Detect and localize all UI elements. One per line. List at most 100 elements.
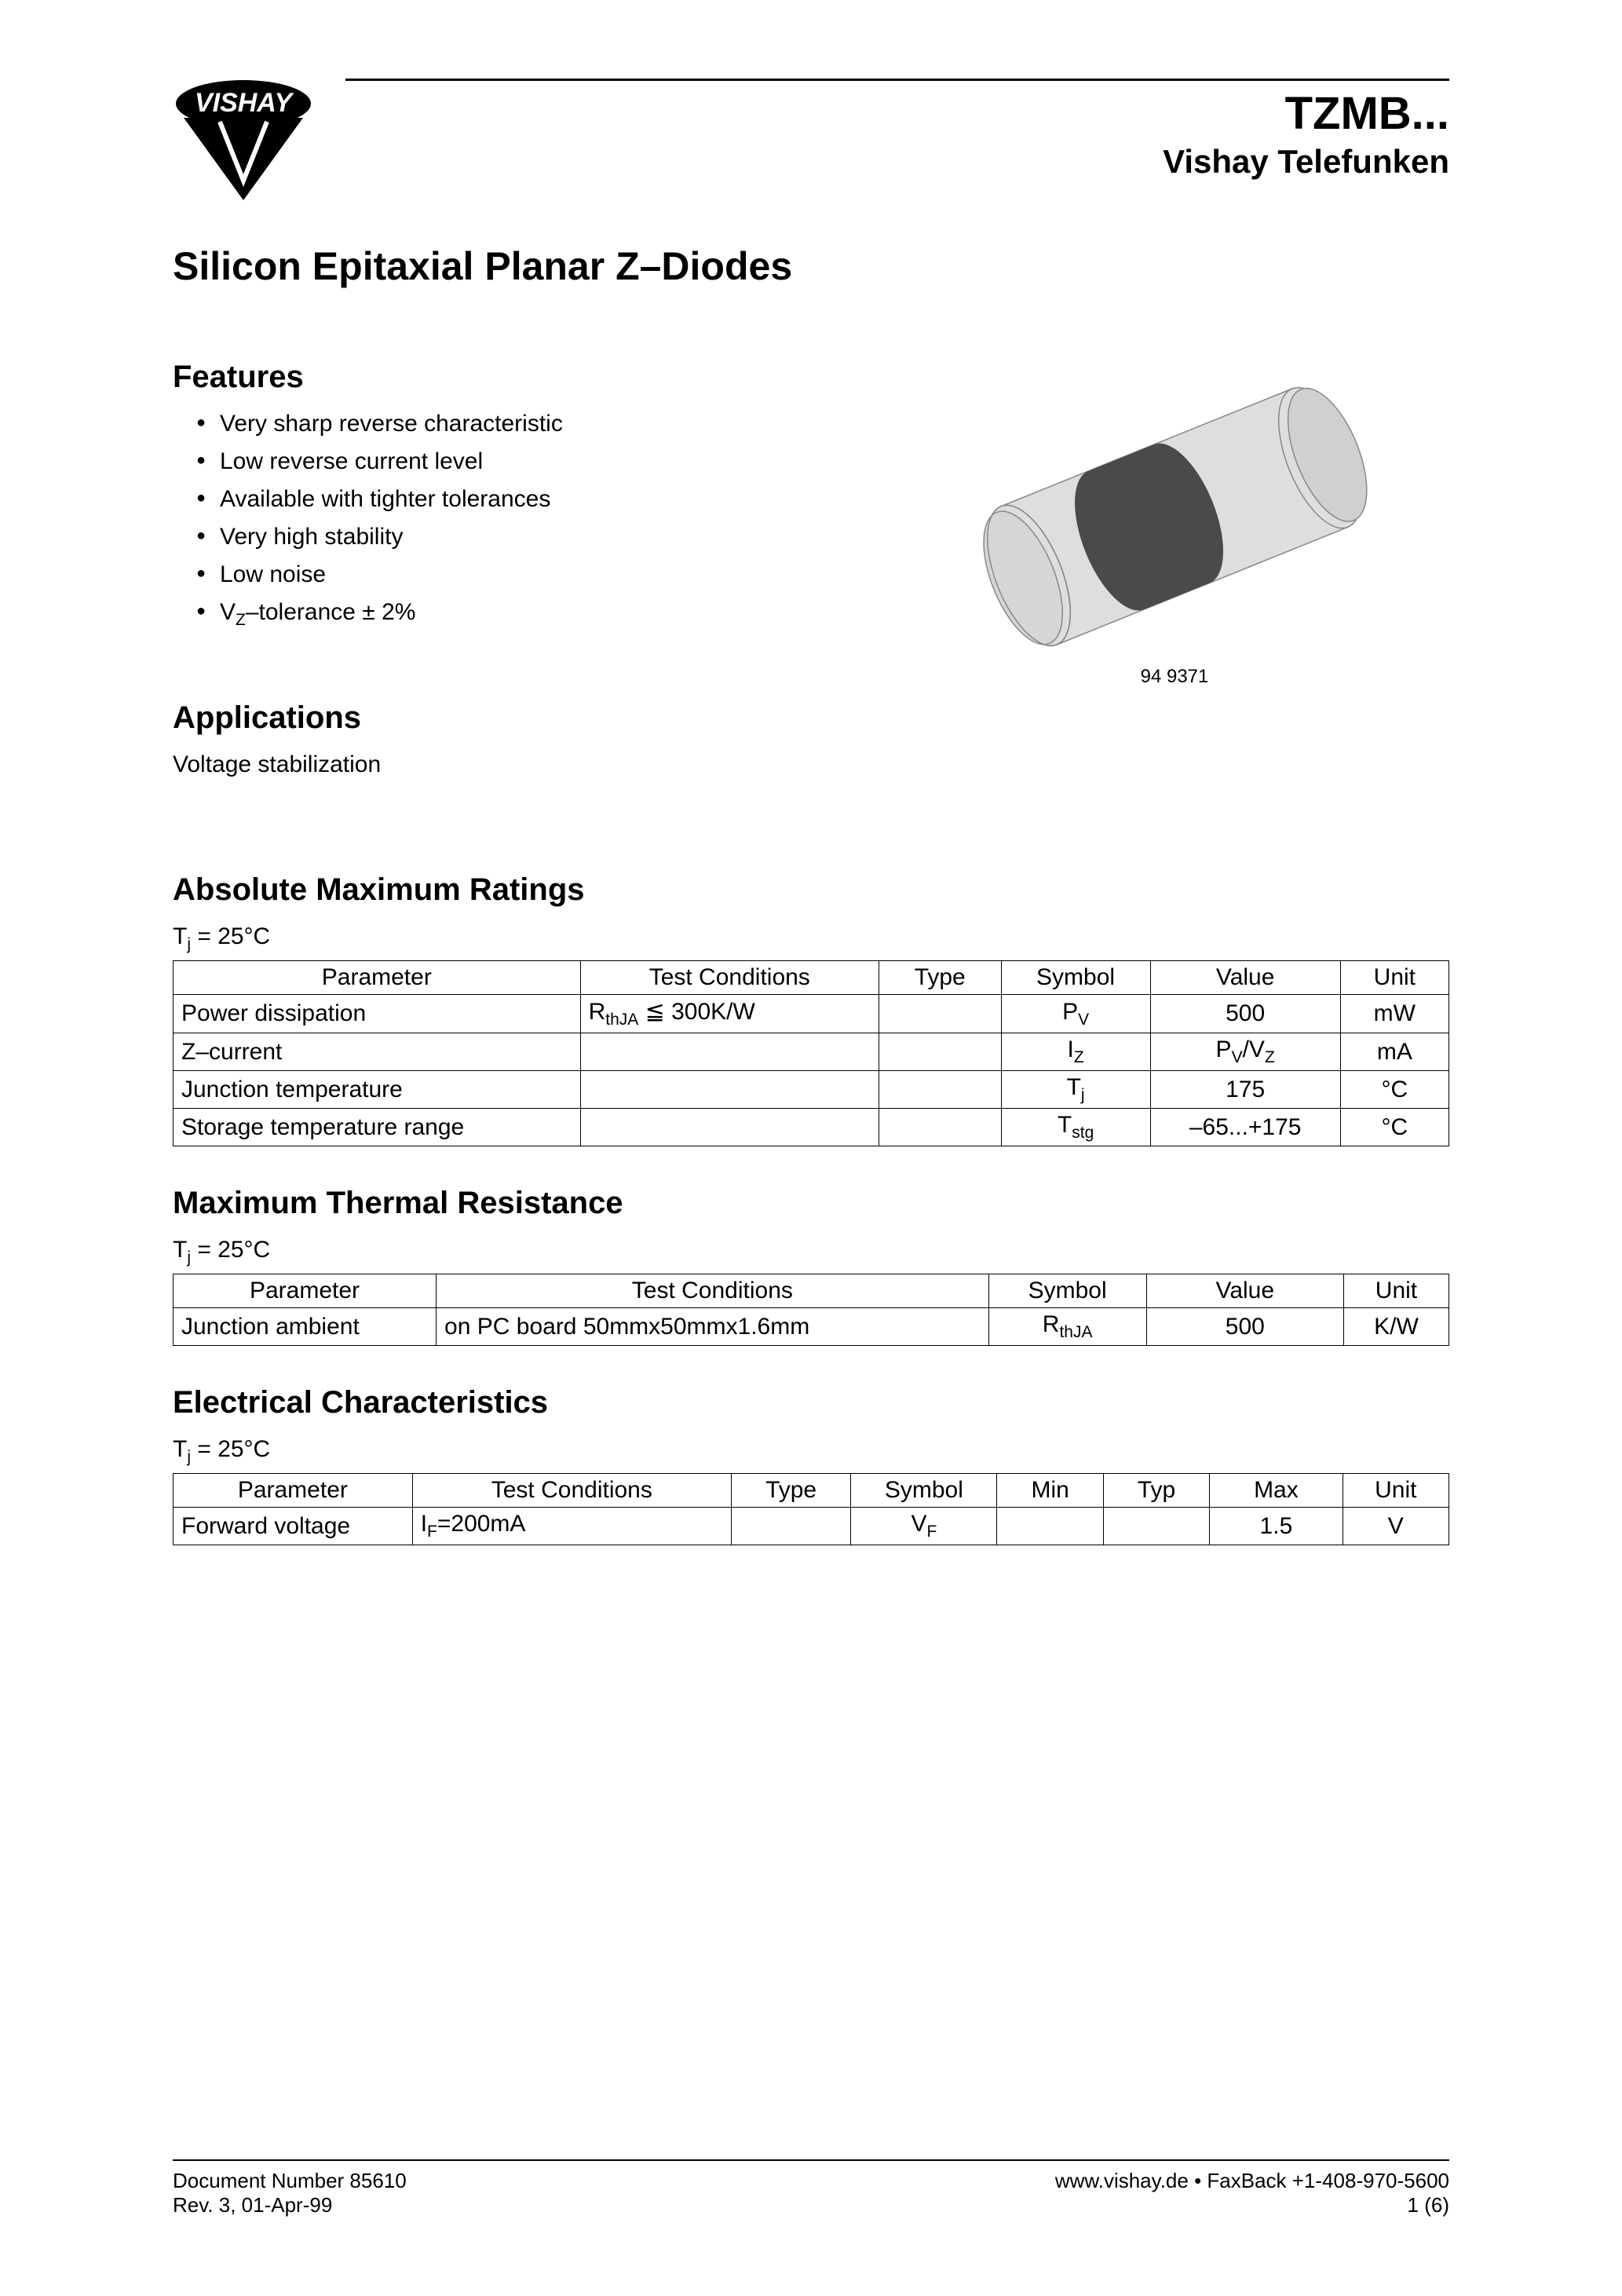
footer-right: www.vishay.de • FaxBack +1-408-970-5600 …: [1055, 2169, 1449, 2217]
feature-item: VZ–tolerance ± 2%: [196, 599, 868, 630]
feature-item: Low reverse current level: [196, 448, 868, 475]
table-cell: Storage temperature range: [174, 1109, 581, 1146]
table-cell: [879, 1033, 1001, 1071]
doc-number: Document Number 85610: [173, 2169, 407, 2193]
part-number: TZMB...: [345, 87, 1449, 140]
table-cell: 1.5: [1210, 1508, 1343, 1545]
electrical-section: Electrical Characteristics Tj = 25°C Par…: [173, 1385, 1449, 1545]
feature-item: Very sharp reverse characteristic: [196, 411, 868, 437]
electrical-heading: Electrical Characteristics: [173, 1385, 1449, 1420]
table-cell: Power dissipation: [174, 995, 581, 1033]
table-cell: [997, 1508, 1103, 1545]
table-cell: [580, 1109, 879, 1146]
table-header: Symbol: [851, 1474, 997, 1508]
table-cell: PV/VZ: [1150, 1033, 1340, 1071]
thermal-section: Maximum Thermal Resistance Tj = 25°C Par…: [173, 1186, 1449, 1346]
table-cell: IF=200mA: [412, 1508, 731, 1545]
table-header: Unit: [1343, 1474, 1448, 1508]
footer-left: Document Number 85610 Rev. 3, 01-Apr-99: [173, 2169, 407, 2217]
table-row: Junction ambienton PC board 50mmx50mmx1.…: [174, 1308, 1449, 1346]
applications-section: Applications Voltage stabilization: [173, 700, 868, 778]
image-caption: 94 9371: [1141, 666, 1209, 688]
features-list: Very sharp reverse characteristic Low re…: [173, 411, 868, 630]
abs-max-heading: Absolute Maximum Ratings: [173, 872, 1449, 908]
thermal-condition: Tj = 25°C: [173, 1237, 1449, 1267]
electrical-condition: Tj = 25°C: [173, 1436, 1449, 1467]
footer-web: www.vishay.de • FaxBack +1-408-970-5600: [1055, 2169, 1449, 2193]
table-cell: 175: [1150, 1071, 1340, 1109]
table-header: Parameter: [174, 1274, 437, 1308]
table-row: Storage temperature range Tstg–65...+175°…: [174, 1109, 1449, 1146]
applications-text: Voltage stabilization: [173, 751, 868, 778]
brand-line: Vishay Telefunken: [345, 143, 1449, 181]
abs-max-table: ParameterTest ConditionsTypeSymbolValueU…: [173, 960, 1449, 1146]
footer-page: 1 (6): [1055, 2193, 1449, 2217]
component-image-block: 94 9371: [900, 360, 1449, 810]
doc-rev: Rev. 3, 01-Apr-99: [173, 2193, 407, 2217]
table-cell: [1103, 1508, 1209, 1545]
table-header: Type: [731, 1474, 850, 1508]
table-row: Junction temperature Tj175°C: [174, 1071, 1449, 1109]
feature-item: Low noise: [196, 561, 868, 588]
table-header: Parameter: [174, 1474, 413, 1508]
abs-max-section: Absolute Maximum Ratings Tj = 25°C Param…: [173, 872, 1449, 1146]
table-cell: RthJA ≦ 300K/W: [580, 995, 879, 1033]
table-cell: V: [1343, 1508, 1448, 1545]
abs-max-condition: Tj = 25°C: [173, 923, 1449, 954]
vishay-logo-icon: VISHAY: [173, 79, 314, 204]
table-header: Value: [1146, 1274, 1343, 1308]
diode-illustration: [931, 360, 1418, 658]
table-header: Test Conditions: [437, 1274, 989, 1308]
table-cell: mA: [1340, 1033, 1448, 1071]
table-cell: Z–current: [174, 1033, 581, 1071]
table-header: Max: [1210, 1474, 1343, 1508]
features-section: Features Very sharp reverse characterist…: [173, 360, 868, 630]
table-row: Power dissipationRthJA ≦ 300K/W PV500mW: [174, 995, 1449, 1033]
table-cell: mW: [1340, 995, 1448, 1033]
table-header: Type: [879, 961, 1001, 995]
table-cell: [580, 1071, 879, 1109]
table-cell: °C: [1340, 1109, 1448, 1146]
table-cell: VF: [851, 1508, 997, 1545]
thermal-table: ParameterTest ConditionsSymbolValueUnitJ…: [173, 1274, 1449, 1346]
vishay-logo: VISHAY: [173, 79, 314, 204]
page-footer: Document Number 85610 Rev. 3, 01-Apr-99 …: [173, 2159, 1449, 2217]
table-cell: [580, 1033, 879, 1071]
table-cell: RthJA: [988, 1308, 1146, 1346]
table-header: Typ: [1103, 1474, 1209, 1508]
title-block: TZMB... Vishay Telefunken: [345, 79, 1449, 181]
page-header: VISHAY TZMB... Vishay Telefunken: [173, 79, 1449, 204]
table-cell: 500: [1150, 995, 1340, 1033]
table-cell: Tj: [1001, 1071, 1150, 1109]
table-cell: [879, 995, 1001, 1033]
table-cell: IZ: [1001, 1033, 1150, 1071]
table-cell: on PC board 50mmx50mmx1.6mm: [437, 1308, 989, 1346]
table-cell: Junction temperature: [174, 1071, 581, 1109]
applications-heading: Applications: [173, 700, 868, 736]
table-cell: Junction ambient: [174, 1308, 437, 1346]
table-row: Z–current IZPV/VZmA: [174, 1033, 1449, 1071]
thermal-heading: Maximum Thermal Resistance: [173, 1186, 1449, 1221]
logo-text: VISHAY: [195, 88, 294, 118]
feature-item: Available with tighter tolerances: [196, 486, 868, 513]
table-header: Parameter: [174, 961, 581, 995]
table-cell: K/W: [1343, 1308, 1448, 1346]
table-header: Value: [1150, 961, 1340, 995]
table-cell: [731, 1508, 850, 1545]
feature-item: Very high stability: [196, 524, 868, 550]
table-cell: °C: [1340, 1071, 1448, 1109]
table-row: Forward voltageIF=200mA VF 1.5V: [174, 1508, 1449, 1545]
table-header: Test Conditions: [412, 1474, 731, 1508]
table-cell: 500: [1146, 1308, 1343, 1346]
table-cell: [879, 1071, 1001, 1109]
table-cell: [879, 1109, 1001, 1146]
table-cell: Forward voltage: [174, 1508, 413, 1545]
table-header: Symbol: [988, 1274, 1146, 1308]
table-cell: Tstg: [1001, 1109, 1150, 1146]
table-cell: PV: [1001, 995, 1150, 1033]
features-heading: Features: [173, 360, 868, 395]
table-cell: –65...+175: [1150, 1109, 1340, 1146]
table-header: Symbol: [1001, 961, 1150, 995]
table-header: Unit: [1340, 961, 1448, 995]
table-header: Unit: [1343, 1274, 1448, 1308]
